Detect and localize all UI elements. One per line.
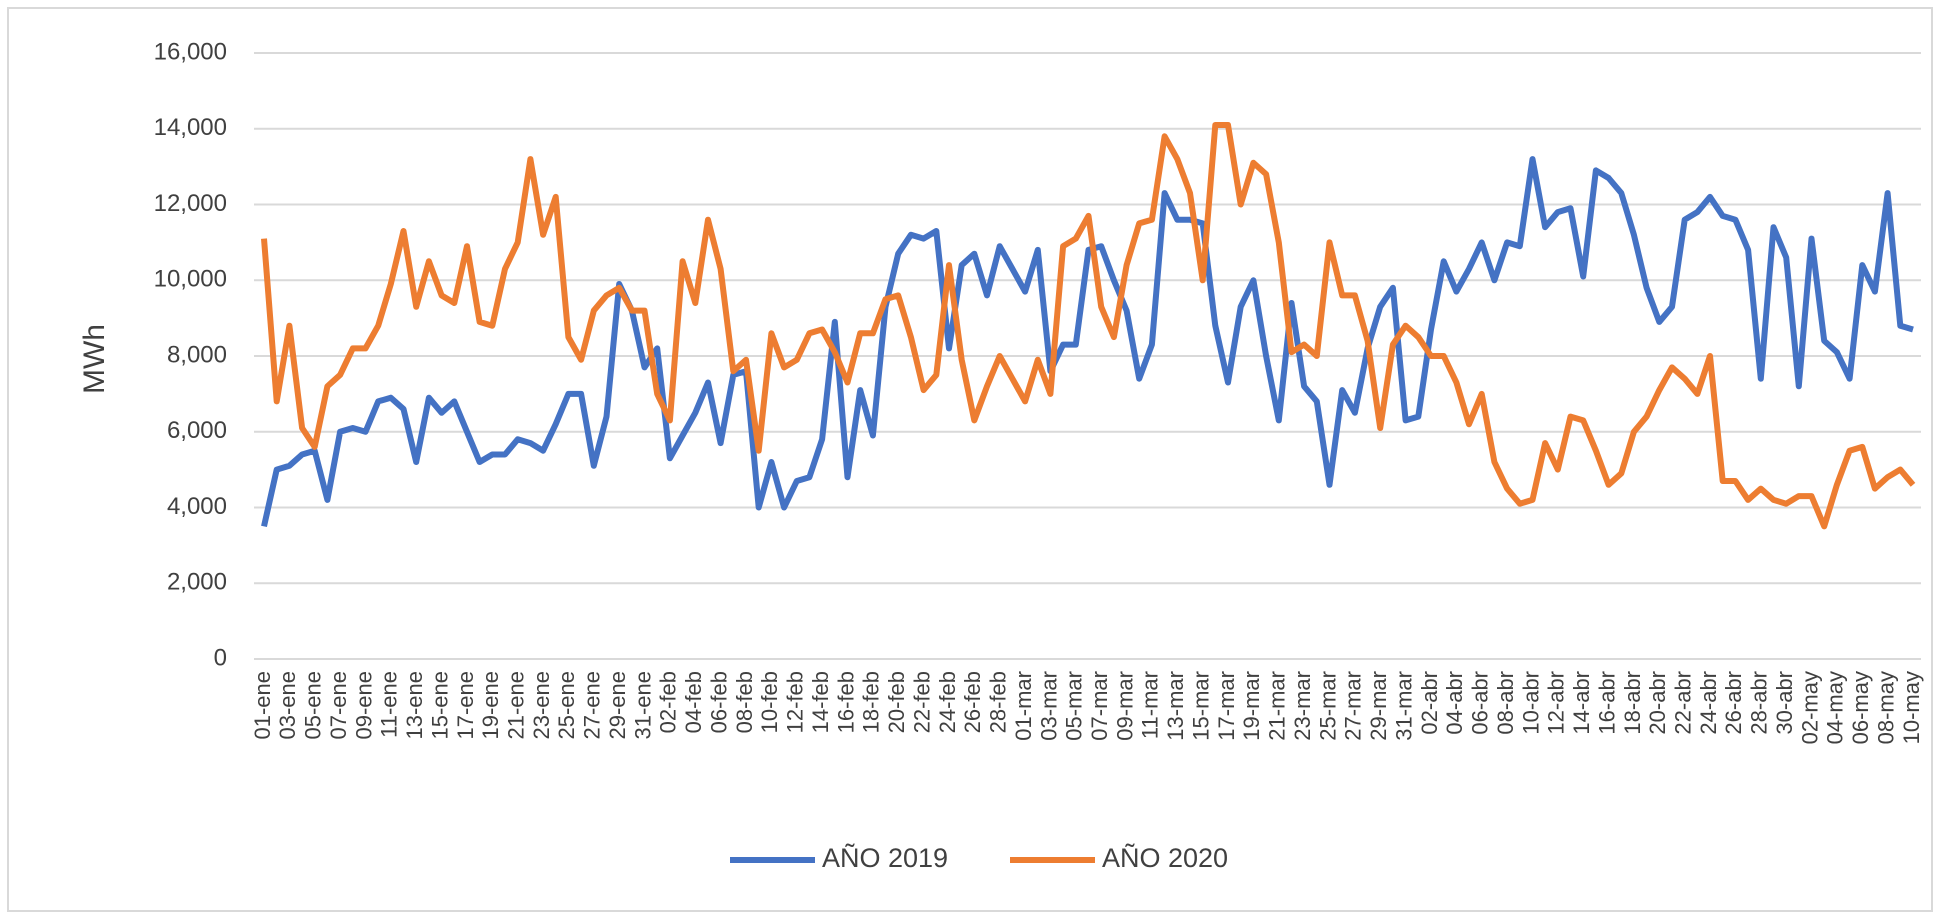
x-tick-label: 09-mar — [1112, 671, 1137, 741]
x-tick-label: 10-feb — [757, 671, 782, 733]
x-tick-label: 28-feb — [986, 671, 1011, 733]
x-tick-label: 28-abr — [1747, 671, 1772, 735]
x-tick-label: 21-mar — [1265, 671, 1290, 741]
x-tick-label: 02-may — [1797, 671, 1822, 744]
x-tick-label: 18-feb — [859, 671, 884, 733]
x-tick-label: 10-abr — [1518, 671, 1543, 735]
x-tick-label: 19-mar — [1239, 671, 1264, 741]
y-tick-label: 16,000 — [154, 38, 227, 65]
x-tick-label: 21-ene — [504, 671, 529, 740]
x-tick-label: 10-may — [1899, 671, 1924, 744]
y-tick-label: 0 — [214, 644, 227, 671]
x-tick-label: 18-abr — [1620, 671, 1645, 735]
x-tick-label: 25-mar — [1315, 671, 1340, 741]
x-tick-label: 22-feb — [909, 671, 934, 733]
x-tick-label: 15-mar — [1188, 671, 1213, 741]
x-tick-label: 11-ene — [377, 671, 402, 738]
x-tick-label: 22-abr — [1670, 671, 1695, 735]
x-tick-label: 08-may — [1873, 671, 1898, 744]
line-series — [261, 122, 1916, 530]
x-tick-label: 12-feb — [783, 671, 808, 733]
x-tick-label: 26-feb — [960, 671, 985, 733]
chart-border — [7, 7, 1933, 912]
x-tick-label: 08-abr — [1493, 671, 1518, 735]
y-tick-label: 6,000 — [167, 417, 227, 444]
x-tick-label: 20-feb — [884, 671, 909, 733]
x-tick-label: 04-feb — [681, 671, 706, 733]
x-tick-label: 17-ene — [453, 671, 478, 740]
x-tick-label: 29-mar — [1366, 671, 1391, 741]
x-tick-label: 11-mar — [1138, 671, 1163, 739]
y-tick-label: 12,000 — [154, 190, 227, 217]
x-tick-label: 23-ene — [529, 671, 554, 740]
x-tick-label: 16-abr — [1594, 671, 1619, 735]
x-tick-label: 26-abr — [1721, 671, 1746, 735]
x-tick-label: 05-ene — [301, 671, 326, 740]
y-tick-label: 10,000 — [154, 266, 227, 293]
x-tick-label: 25-ene — [554, 671, 579, 740]
x-tick-label: 27-mar — [1341, 671, 1366, 741]
x-tick-label: 16-feb — [833, 671, 858, 733]
x-tick-label: 24-feb — [935, 671, 960, 733]
x-tick-label: 06-may — [1848, 671, 1873, 744]
x-tick-label: 31-mar — [1391, 671, 1416, 741]
x-tick-label: 01-ene — [250, 671, 275, 740]
x-tick-label: 08-feb — [732, 671, 757, 733]
x-tick-label: 02-abr — [1417, 671, 1442, 735]
x-tick-label: 19-ene — [478, 671, 503, 740]
x-tick-label: 04-abr — [1442, 671, 1467, 735]
x-tick-label: 06-feb — [706, 671, 731, 733]
x-tick-label: 01-mar — [1011, 671, 1036, 741]
x-tick-label: 03-mar — [1036, 671, 1061, 741]
y-tick-label: 2,000 — [167, 569, 227, 596]
x-tick-label: 30-abr — [1772, 671, 1797, 735]
y-tick-label: 4,000 — [167, 493, 227, 520]
x-tick-label: 24-abr — [1696, 671, 1721, 735]
x-tick-label: 02-feb — [656, 671, 681, 733]
x-tick-label: 04-may — [1823, 671, 1848, 744]
x-tick-label: 14-abr — [1569, 671, 1594, 735]
x-tick-label: 12-abr — [1544, 671, 1569, 735]
x-tick-label: 13-ene — [402, 671, 427, 740]
line-series — [261, 156, 1914, 528]
y-tick-label: 14,000 — [154, 114, 227, 141]
x-tick-label: 29-ene — [605, 671, 630, 740]
x-tick-label: 07-ene — [326, 671, 351, 740]
x-tick-label: 13-mar — [1163, 671, 1188, 741]
x-tick-label: 31-ene — [630, 671, 655, 740]
x-tick-label: 06-abr — [1468, 671, 1493, 735]
x-tick-label: 23-mar — [1290, 671, 1315, 741]
x-tick-label: 15-ene — [427, 671, 452, 740]
x-tick-label: 17-mar — [1214, 671, 1239, 741]
x-tick-label: 03-ene — [275, 671, 300, 740]
legend-label: AÑO 2020 — [1102, 842, 1228, 873]
x-tick-label: 27-ene — [580, 671, 605, 740]
x-tick-label: 07-mar — [1087, 671, 1112, 741]
y-tick-label: 8,000 — [167, 341, 227, 368]
x-tick-label: 05-mar — [1062, 671, 1087, 741]
x-tick-label: 14-feb — [808, 671, 833, 733]
y-axis-label: MWh — [78, 324, 111, 394]
legend-label: AÑO 2019 — [822, 842, 948, 873]
x-tick-label: 20-abr — [1645, 671, 1670, 735]
x-tick-label: 09-ene — [351, 671, 376, 740]
